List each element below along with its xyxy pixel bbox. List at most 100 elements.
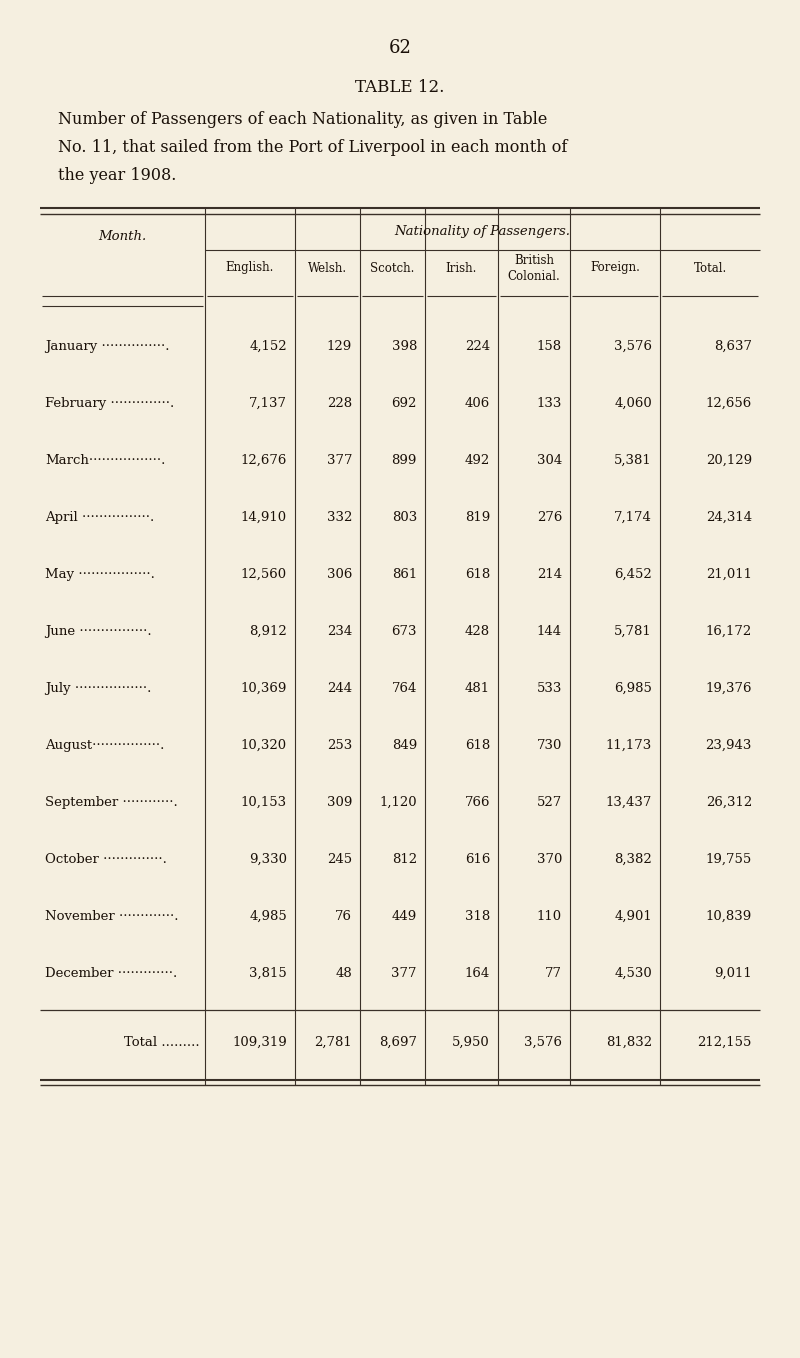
Text: 129: 129 [326, 340, 352, 353]
Text: 23,943: 23,943 [706, 739, 752, 752]
Text: August················.: August················. [45, 739, 164, 752]
Text: 212,155: 212,155 [698, 1036, 752, 1048]
Text: 4,060: 4,060 [614, 397, 652, 410]
Text: 5,950: 5,950 [452, 1036, 490, 1048]
Text: 692: 692 [392, 397, 417, 410]
Text: 62: 62 [389, 39, 411, 57]
Text: 428: 428 [465, 625, 490, 638]
Text: 2,781: 2,781 [314, 1036, 352, 1048]
Text: 3,815: 3,815 [250, 967, 287, 980]
Text: 12,560: 12,560 [241, 568, 287, 581]
Text: October ··············.: October ··············. [45, 853, 167, 866]
Text: 377: 377 [326, 454, 352, 467]
Text: March·················.: March·················. [45, 454, 166, 467]
Text: 370: 370 [537, 853, 562, 866]
Text: 899: 899 [392, 454, 417, 467]
Text: 4,901: 4,901 [614, 910, 652, 923]
Text: 3,576: 3,576 [524, 1036, 562, 1048]
Text: 618: 618 [465, 739, 490, 752]
Text: 13,437: 13,437 [606, 796, 652, 809]
Text: 276: 276 [537, 511, 562, 524]
Text: 481: 481 [465, 682, 490, 695]
Text: 527: 527 [537, 796, 562, 809]
Text: 110: 110 [537, 910, 562, 923]
Text: 244: 244 [327, 682, 352, 695]
Text: 332: 332 [326, 511, 352, 524]
Text: 306: 306 [326, 568, 352, 581]
Text: 4,530: 4,530 [614, 967, 652, 980]
Text: Nationality of Passengers.: Nationality of Passengers. [394, 224, 570, 238]
Text: Irish.: Irish. [446, 262, 477, 274]
Text: 533: 533 [537, 682, 562, 695]
Text: 76: 76 [335, 910, 352, 923]
Text: 406: 406 [465, 397, 490, 410]
Text: Number of Passengers of each Nationality, as given in Table: Number of Passengers of each Nationality… [58, 111, 547, 129]
Text: Total.: Total. [694, 262, 726, 274]
Text: 48: 48 [335, 967, 352, 980]
Text: 5,781: 5,781 [614, 625, 652, 638]
Text: Month.: Month. [98, 230, 146, 243]
Text: 19,755: 19,755 [706, 853, 752, 866]
Text: 616: 616 [465, 853, 490, 866]
Text: 673: 673 [391, 625, 417, 638]
Text: 164: 164 [465, 967, 490, 980]
Text: 158: 158 [537, 340, 562, 353]
Text: July ·················.: July ·················. [45, 682, 151, 695]
Text: 1,120: 1,120 [379, 796, 417, 809]
Text: 10,369: 10,369 [241, 682, 287, 695]
Text: December ·············.: December ·············. [45, 967, 178, 980]
Text: 8,697: 8,697 [379, 1036, 417, 1048]
Text: 144: 144 [537, 625, 562, 638]
Text: 21,011: 21,011 [706, 568, 752, 581]
Text: 234: 234 [326, 625, 352, 638]
Text: Scotch.: Scotch. [370, 262, 414, 274]
Text: 77: 77 [545, 967, 562, 980]
Text: 8,382: 8,382 [614, 853, 652, 866]
Text: 764: 764 [392, 682, 417, 695]
Text: 14,910: 14,910 [241, 511, 287, 524]
Text: Colonial.: Colonial. [508, 269, 560, 282]
Text: 803: 803 [392, 511, 417, 524]
Text: 9,330: 9,330 [249, 853, 287, 866]
Text: 8,637: 8,637 [714, 340, 752, 353]
Text: 5,381: 5,381 [614, 454, 652, 467]
Text: No. 11, that sailed from the Port of Liverpool in each month of: No. 11, that sailed from the Port of Liv… [58, 140, 567, 156]
Text: 16,172: 16,172 [706, 625, 752, 638]
Text: 245: 245 [327, 853, 352, 866]
Text: November ·············.: November ·············. [45, 910, 178, 923]
Text: 10,839: 10,839 [706, 910, 752, 923]
Text: Foreign.: Foreign. [590, 262, 640, 274]
Text: 377: 377 [391, 967, 417, 980]
Text: 26,312: 26,312 [706, 796, 752, 809]
Text: 4,985: 4,985 [250, 910, 287, 923]
Text: 309: 309 [326, 796, 352, 809]
Text: 398: 398 [392, 340, 417, 353]
Text: 6,985: 6,985 [614, 682, 652, 695]
Text: 849: 849 [392, 739, 417, 752]
Text: 12,676: 12,676 [241, 454, 287, 467]
Text: Welsh.: Welsh. [308, 262, 347, 274]
Text: the year 1908.: the year 1908. [58, 167, 176, 185]
Text: 228: 228 [327, 397, 352, 410]
Text: 214: 214 [537, 568, 562, 581]
Text: English.: English. [226, 262, 274, 274]
Text: 81,832: 81,832 [606, 1036, 652, 1048]
Text: 3,576: 3,576 [614, 340, 652, 353]
Text: 449: 449 [392, 910, 417, 923]
Text: 7,137: 7,137 [249, 397, 287, 410]
Text: Total .........: Total ......... [124, 1036, 200, 1048]
Text: 109,319: 109,319 [232, 1036, 287, 1048]
Text: 766: 766 [465, 796, 490, 809]
Text: 812: 812 [392, 853, 417, 866]
Text: 11,173: 11,173 [606, 739, 652, 752]
Text: 730: 730 [537, 739, 562, 752]
Text: 7,174: 7,174 [614, 511, 652, 524]
Text: TABLE 12.: TABLE 12. [355, 80, 445, 96]
Text: 318: 318 [465, 910, 490, 923]
Text: British: British [514, 254, 554, 266]
Text: January ···············.: January ···············. [45, 340, 170, 353]
Text: 4,152: 4,152 [250, 340, 287, 353]
Text: 618: 618 [465, 568, 490, 581]
Text: June ················.: June ················. [45, 625, 152, 638]
Text: 133: 133 [537, 397, 562, 410]
